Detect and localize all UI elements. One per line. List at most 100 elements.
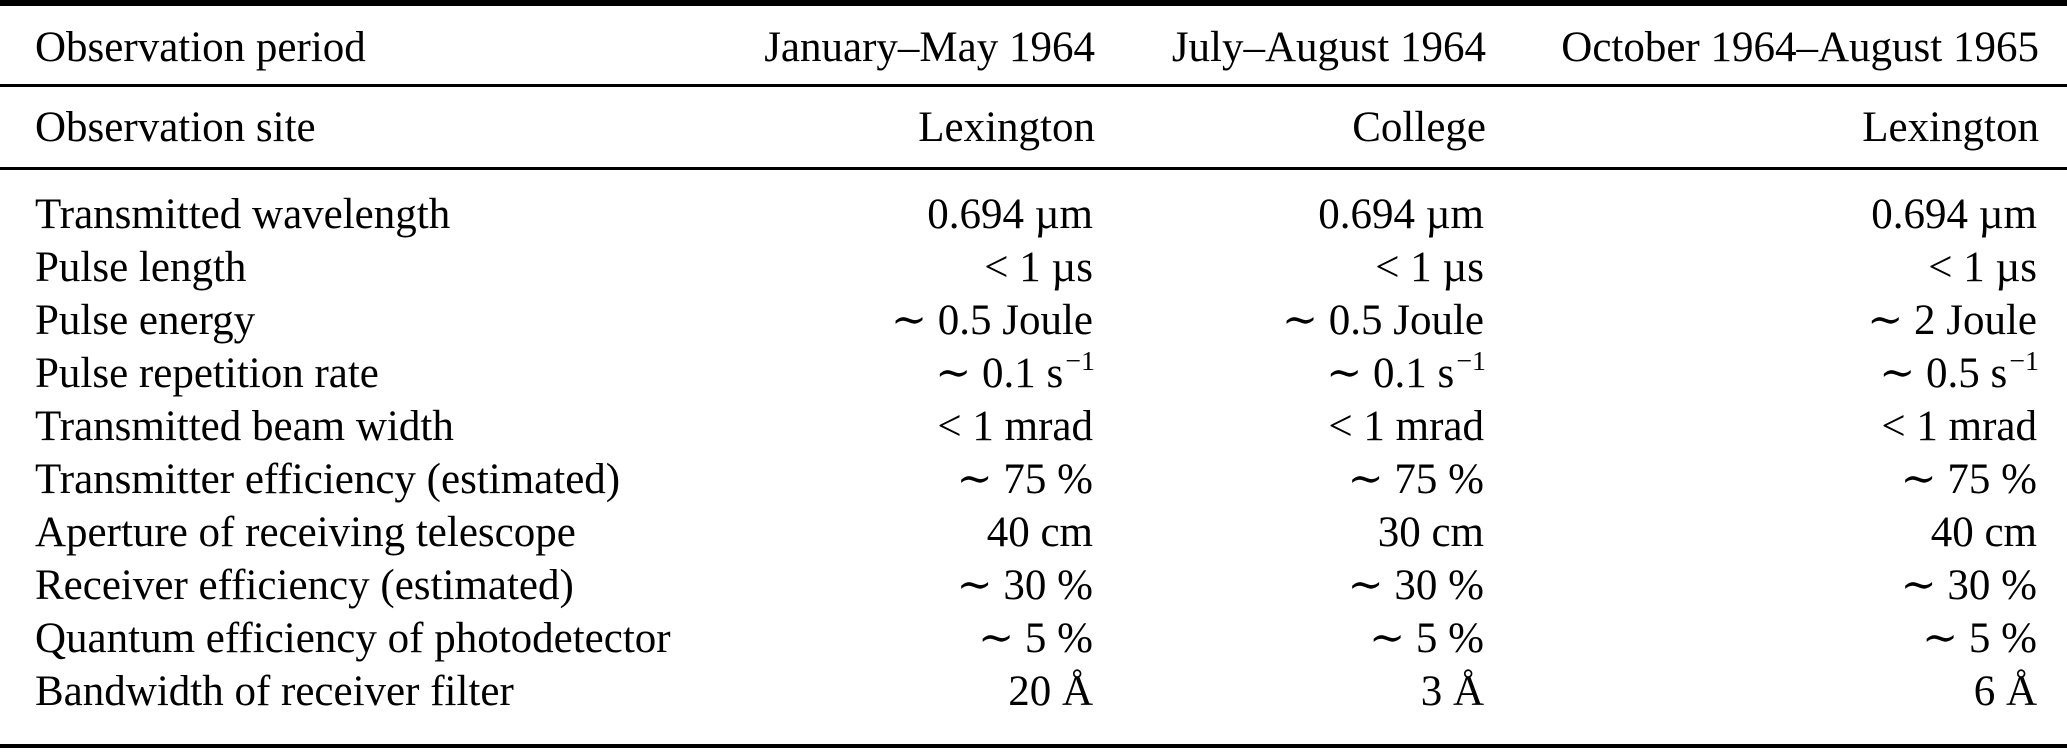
value-text: 20 Å <box>1008 668 1093 715</box>
value-text: July–August 1964 <box>1171 24 1486 71</box>
row-label: Transmitted wavelength <box>35 191 451 238</box>
value-text: ∼ 75 % <box>1347 456 1484 503</box>
table-row: Aperture of receiving telescope 40 cm 30… <box>0 506 2067 559</box>
value-cell: ∼ 30 % <box>1486 559 2067 612</box>
observation-period-row: Observation period January–May 1964 July… <box>0 3 2067 87</box>
value-cell: ∼ 0.1 s−1 <box>720 347 1095 400</box>
value-cell: < 1 µs <box>1486 241 2067 294</box>
value-text: < 1 mrad <box>1328 403 1484 450</box>
table-row: Transmitted wavelength 0.694 µm 0.694 µm… <box>0 169 2067 242</box>
value-text: 0.694 µm <box>1871 191 2037 238</box>
row-label: Receiver efficiency (estimated) <box>35 562 574 609</box>
table-body: Transmitted wavelength 0.694 µm 0.694 µm… <box>0 169 2067 747</box>
value-text: < 1 mrad <box>937 403 1093 450</box>
observation-site-row: Observation site Lexington College Lexin… <box>0 85 2067 170</box>
table-row: Quantum efficiency of photodetector ∼ 5 … <box>0 612 2067 665</box>
value-cell: 0.694 µm <box>1095 169 1486 242</box>
row-label: Observation site <box>0 85 720 170</box>
row-label: Transmitter efficiency (estimated) <box>35 456 621 503</box>
value-cell: ∼ 75 % <box>1095 453 1486 506</box>
value-text: Lexington <box>918 104 1095 151</box>
value-text: 30 cm <box>1377 509 1484 556</box>
value-text: ∼ 5 % <box>978 615 1093 662</box>
value-cell: < 1 mrad <box>1486 400 2067 453</box>
value-cell: ∼ 0.5 Joule <box>720 294 1095 347</box>
value-cell: ∼ 2 Joule <box>1486 294 2067 347</box>
value-cell: 0.694 µm <box>720 169 1095 242</box>
value-text: ∼ 30 % <box>1347 562 1484 609</box>
value-text: ∼ 5 % <box>1369 615 1484 662</box>
value-text: < 1 µs <box>984 244 1093 291</box>
value-superscript: −1 <box>1065 346 1095 378</box>
value-superscript: −1 <box>1456 346 1486 378</box>
value-text: 3 Å <box>1420 668 1484 715</box>
value-cell: < 1 mrad <box>720 400 1095 453</box>
value-text: Lexington <box>1862 104 2039 151</box>
value-cell: 20 Å <box>720 665 1095 746</box>
value-cell: ∼ 0.5 Joule <box>1095 294 1486 347</box>
row-label: Pulse energy <box>35 297 256 344</box>
value-cell: 3 Å <box>1095 665 1486 746</box>
value-text: ∼ 0.5 s <box>1879 350 2008 397</box>
value-cell: ∼ 75 % <box>1486 453 2067 506</box>
value-text: 0.694 µm <box>927 191 1093 238</box>
table-row: Receiver efficiency (estimated) ∼ 30 % ∼… <box>0 559 2067 612</box>
value-superscript: −1 <box>2009 346 2039 378</box>
table-row: Pulse length < 1 µs < 1 µs < 1 µs <box>0 241 2067 294</box>
table-row: Transmitted beam width < 1 mrad < 1 mrad… <box>0 400 2067 453</box>
value-text: College <box>1352 104 1486 151</box>
value-cell: ∼ 5 % <box>720 612 1095 665</box>
table-row: Pulse energy ∼ 0.5 Joule ∼ 0.5 Joule ∼ 2… <box>0 294 2067 347</box>
value-cell: ∼ 30 % <box>1095 559 1486 612</box>
value-text: ∼ 0.1 s <box>935 350 1064 397</box>
value-cell: < 1 mrad <box>1095 400 1486 453</box>
value-cell: 40 cm <box>720 506 1095 559</box>
value-text: ∼ 5 % <box>1922 615 2037 662</box>
value-cell: 40 cm <box>1486 506 2067 559</box>
site-cell: College <box>1095 85 1486 170</box>
value-cell: ∼ 30 % <box>720 559 1095 612</box>
row-label: Observation period <box>0 3 720 87</box>
value-text: 6 Å <box>1973 668 2037 715</box>
value-cell: ∼ 0.1 s−1 <box>1095 347 1486 400</box>
table-row: Bandwidth of receiver filter 20 Å 3 Å 6 … <box>0 665 2067 746</box>
value-text: ∼ 0.1 s <box>1326 350 1455 397</box>
row-label: Aperture of receiving telescope <box>35 509 576 556</box>
value-cell: 30 cm <box>1095 506 1486 559</box>
row-label: Bandwidth of receiver filter <box>35 668 514 715</box>
row-label: Transmitted beam width <box>35 403 454 450</box>
value-text: < 1 µs <box>1375 244 1484 291</box>
value-text: < 1 µs <box>1928 244 2037 291</box>
value-text: ∼ 0.5 Joule <box>1281 297 1484 344</box>
value-cell: 0.694 µm <box>1486 169 2067 242</box>
value-text: ∼ 2 Joule <box>1867 297 2037 344</box>
value-text: ∼ 30 % <box>1900 562 2037 609</box>
value-cell: ∼ 5 % <box>1486 612 2067 665</box>
table-row: Pulse repetition rate ∼ 0.1 s−1 ∼ 0.1 s−… <box>0 347 2067 400</box>
table-row: Transmitter efficiency (estimated) ∼ 75 … <box>0 453 2067 506</box>
value-text: 40 cm <box>1930 509 2037 556</box>
value-text: January–May 1964 <box>764 24 1095 71</box>
value-text: ∼ 75 % <box>956 456 1093 503</box>
period-cell: July–August 1964 <box>1095 3 1486 87</box>
value-text: 40 cm <box>986 509 1093 556</box>
value-cell: ∼ 5 % <box>1095 612 1486 665</box>
value-text: < 1 mrad <box>1881 403 2037 450</box>
period-cell: January–May 1964 <box>720 3 1095 87</box>
value-text: ∼ 30 % <box>956 562 1093 609</box>
period-cell: October 1964–August 1965 <box>1486 3 2067 87</box>
value-cell: 6 Å <box>1486 665 2067 746</box>
row-label: Pulse length <box>35 244 247 291</box>
value-cell: < 1 µs <box>720 241 1095 294</box>
row-label: Pulse repetition rate <box>35 350 379 397</box>
value-text: ∼ 75 % <box>1900 456 2037 503</box>
value-text: ∼ 0.5 Joule <box>890 297 1093 344</box>
value-cell: ∼ 0.5 s−1 <box>1486 347 2067 400</box>
row-label: Quantum efficiency of photodetector <box>35 615 671 662</box>
value-text: 0.694 µm <box>1318 191 1484 238</box>
value-cell: < 1 µs <box>1095 241 1486 294</box>
site-cell: Lexington <box>720 85 1095 170</box>
value-cell: ∼ 75 % <box>720 453 1095 506</box>
value-text: October 1964–August 1965 <box>1561 24 2039 71</box>
